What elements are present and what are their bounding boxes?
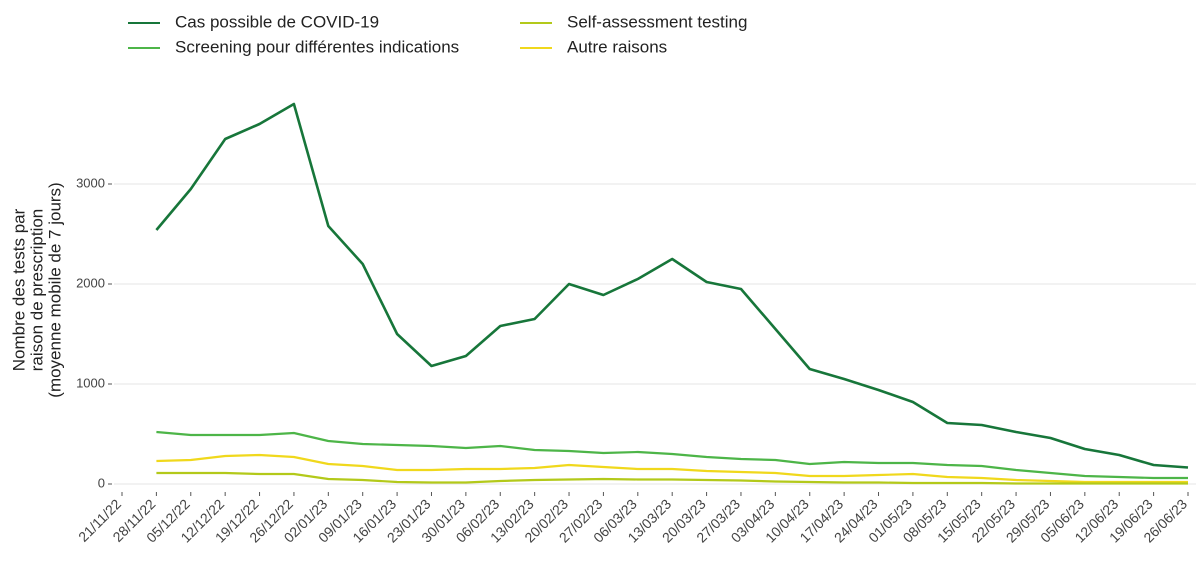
legend-item: Self-assessment testing bbox=[520, 12, 747, 31]
series-line bbox=[155, 102, 1189, 469]
series-line bbox=[156, 453, 1188, 484]
y-tick-label: 2000 bbox=[76, 275, 105, 290]
legend-label: Screening pour différentes indications bbox=[175, 37, 459, 56]
legend-label: Self-assessment testing bbox=[567, 12, 747, 31]
y-tick-label: 0 bbox=[98, 475, 105, 490]
y-axis-title-line: Nombre des tests par bbox=[9, 208, 28, 371]
y-axis-title: Nombre des tests par raison de prescript… bbox=[9, 182, 64, 397]
y-axis-title-line: raison de prescription bbox=[27, 209, 46, 372]
series-line bbox=[156, 430, 1188, 480]
y-tick-label: 1000 bbox=[76, 375, 105, 390]
legend-label: Autre raisons bbox=[567, 37, 667, 56]
y-tick-label: 3000 bbox=[76, 175, 105, 190]
legend-item: Cas possible de COVID-19 bbox=[128, 12, 379, 31]
legend-item: Autre raisons bbox=[520, 37, 667, 56]
y-axis-title-line: (moyenne mobile de 7 jours) bbox=[45, 182, 64, 397]
legend-label: Cas possible de COVID-19 bbox=[175, 12, 379, 31]
legend-item: Screening pour différentes indications bbox=[128, 37, 459, 56]
series-line bbox=[156, 471, 1188, 485]
